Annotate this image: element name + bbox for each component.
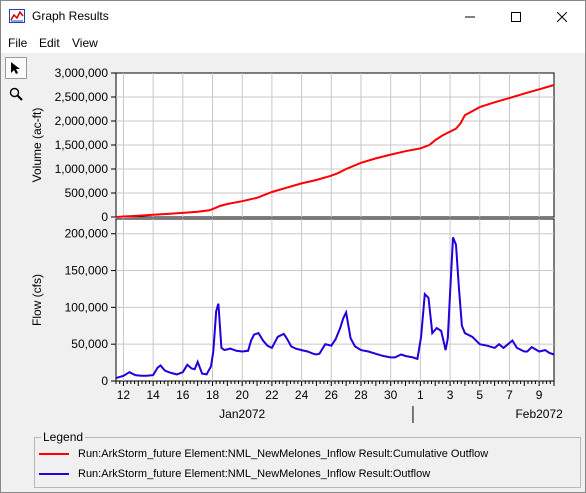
flow-axis-label: Flow (cfs) xyxy=(30,274,44,326)
magnifier-zoom-icon xyxy=(9,87,23,101)
y-tick-label: 1,000,000 xyxy=(55,162,109,176)
cumulative-outflow-line xyxy=(115,84,555,218)
legend-box xyxy=(34,437,581,488)
minimize-button[interactable] xyxy=(447,1,493,32)
y-tick-label: 150,000 xyxy=(65,264,109,278)
y-tick-label: 1,500,000 xyxy=(55,138,109,152)
legend-entry: Run:ArkStorm_future Element:NML_NewMelon… xyxy=(39,447,488,461)
x-tick-label: 24 xyxy=(295,388,309,402)
x-tick-label: 3 xyxy=(447,388,454,402)
month-label: Feb2072 xyxy=(515,407,563,421)
x-tick-label: 18 xyxy=(206,388,220,402)
y-tick-label: 2,000,000 xyxy=(55,114,109,128)
x-tick-label: 9 xyxy=(536,388,543,402)
y-tick-label: 50,000 xyxy=(71,337,108,351)
y-tick-label: 0 xyxy=(101,374,108,388)
y-tick-label: 500,000 xyxy=(65,186,109,200)
y-tick-label: 3,000,000 xyxy=(55,66,109,80)
y-tick-label: 200,000 xyxy=(65,227,109,241)
outflow-line xyxy=(115,237,555,380)
legend-entry: Run:ArkStorm_future Element:NML_NewMelon… xyxy=(39,467,430,481)
x-tick-label: 22 xyxy=(265,388,279,402)
x-tick-label: 1 xyxy=(417,388,424,402)
x-tick-label: 28 xyxy=(354,388,368,402)
maximize-button[interactable] xyxy=(493,1,539,32)
x-tick-label: 16 xyxy=(176,388,190,402)
month-label: Jan2072 xyxy=(219,407,265,421)
pointer-arrow-icon xyxy=(11,62,20,74)
pointer-tool-button[interactable] xyxy=(5,57,27,79)
menu-edit[interactable]: Edit xyxy=(39,36,60,50)
volume-panel: 0 500,000 1,000,000 1,500,000 2,000,000 2,500… xyxy=(30,66,555,224)
close-icon xyxy=(557,11,567,22)
x-tick-label: 5 xyxy=(476,388,483,402)
y-tick-label: 0 xyxy=(101,210,108,224)
menu-file[interactable]: File xyxy=(8,36,28,50)
x-tick-label: 20 xyxy=(236,388,250,402)
graph-chart-icon xyxy=(9,9,25,23)
maximize-icon xyxy=(511,11,521,22)
legend-swatch-red xyxy=(39,453,69,455)
legend-label: Run:ArkStorm_future Element:NML_NewMelon… xyxy=(78,448,489,460)
title-bar[interactable]: Graph Results xyxy=(1,1,585,32)
x-tick-label: 30 xyxy=(384,388,398,402)
window-title: Graph Results xyxy=(32,9,109,23)
flow-plot-background xyxy=(115,218,555,382)
x-tick-label: 12 xyxy=(117,388,131,402)
y-tick-label: 2,500,000 xyxy=(55,90,109,104)
menu-view[interactable]: View xyxy=(72,36,98,50)
legend-title: Legend xyxy=(41,430,86,444)
volume-axis-label: Volume (ac-ft) xyxy=(30,108,44,183)
graph-area[interactable]: 0 500,000 1,000,000 1,500,000 2,000,000 2,500… xyxy=(1,53,585,429)
time-axis: 12 14 16 18 20 22 24 26 28 30 1 3 5 7 9 Jan2072 Feb2072 xyxy=(115,381,563,423)
legend-swatch-blue xyxy=(39,473,69,475)
close-button[interactable] xyxy=(539,1,585,32)
legend-label: Run:ArkStorm_future Element:NML_NewMelon… xyxy=(78,468,431,480)
y-tick-label: 100,000 xyxy=(65,300,109,314)
x-tick-label: 26 xyxy=(325,388,339,402)
x-tick-label: 14 xyxy=(146,388,160,402)
x-tick-label: 7 xyxy=(506,388,513,402)
minimize-icon xyxy=(465,16,475,17)
tool-strip xyxy=(1,53,31,433)
zoom-tool-button[interactable] xyxy=(5,83,27,105)
menu-bar: File Edit View xyxy=(1,32,585,53)
flow-panel: 0 50,000 100,000 150,000 200,000 Flow (cfs) xyxy=(30,218,555,388)
